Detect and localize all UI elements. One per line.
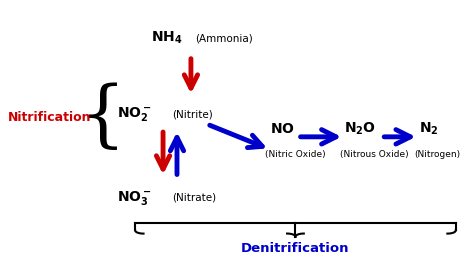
Text: $\mathbf{NO_2^-}$: $\mathbf{NO_2^-}$	[117, 105, 151, 123]
Text: $\mathbf{NO_3^-}$: $\mathbf{NO_3^-}$	[117, 189, 151, 206]
Text: Nitrification: Nitrification	[8, 111, 91, 124]
Text: (Nitric Oxide): (Nitric Oxide)	[265, 150, 326, 159]
Text: $\mathbf{N_2}$: $\mathbf{N_2}$	[419, 121, 438, 138]
Text: $\mathbf{NH_4}$: $\mathbf{NH_4}$	[151, 30, 183, 46]
Text: (Nitrate): (Nitrate)	[173, 192, 217, 203]
Text: {: {	[80, 83, 126, 153]
Text: (Ammonia): (Ammonia)	[196, 33, 253, 43]
Text: $\mathbf{NO}$: $\mathbf{NO}$	[270, 122, 295, 136]
Text: (Nitrogen): (Nitrogen)	[414, 150, 460, 159]
Text: Denitrification: Denitrification	[241, 242, 350, 255]
Text: $\mathbf{N_2O}$: $\mathbf{N_2O}$	[344, 121, 376, 138]
Text: (Nitrous Oxide): (Nitrous Oxide)	[339, 150, 408, 159]
Text: (Nitrite): (Nitrite)	[173, 109, 213, 119]
